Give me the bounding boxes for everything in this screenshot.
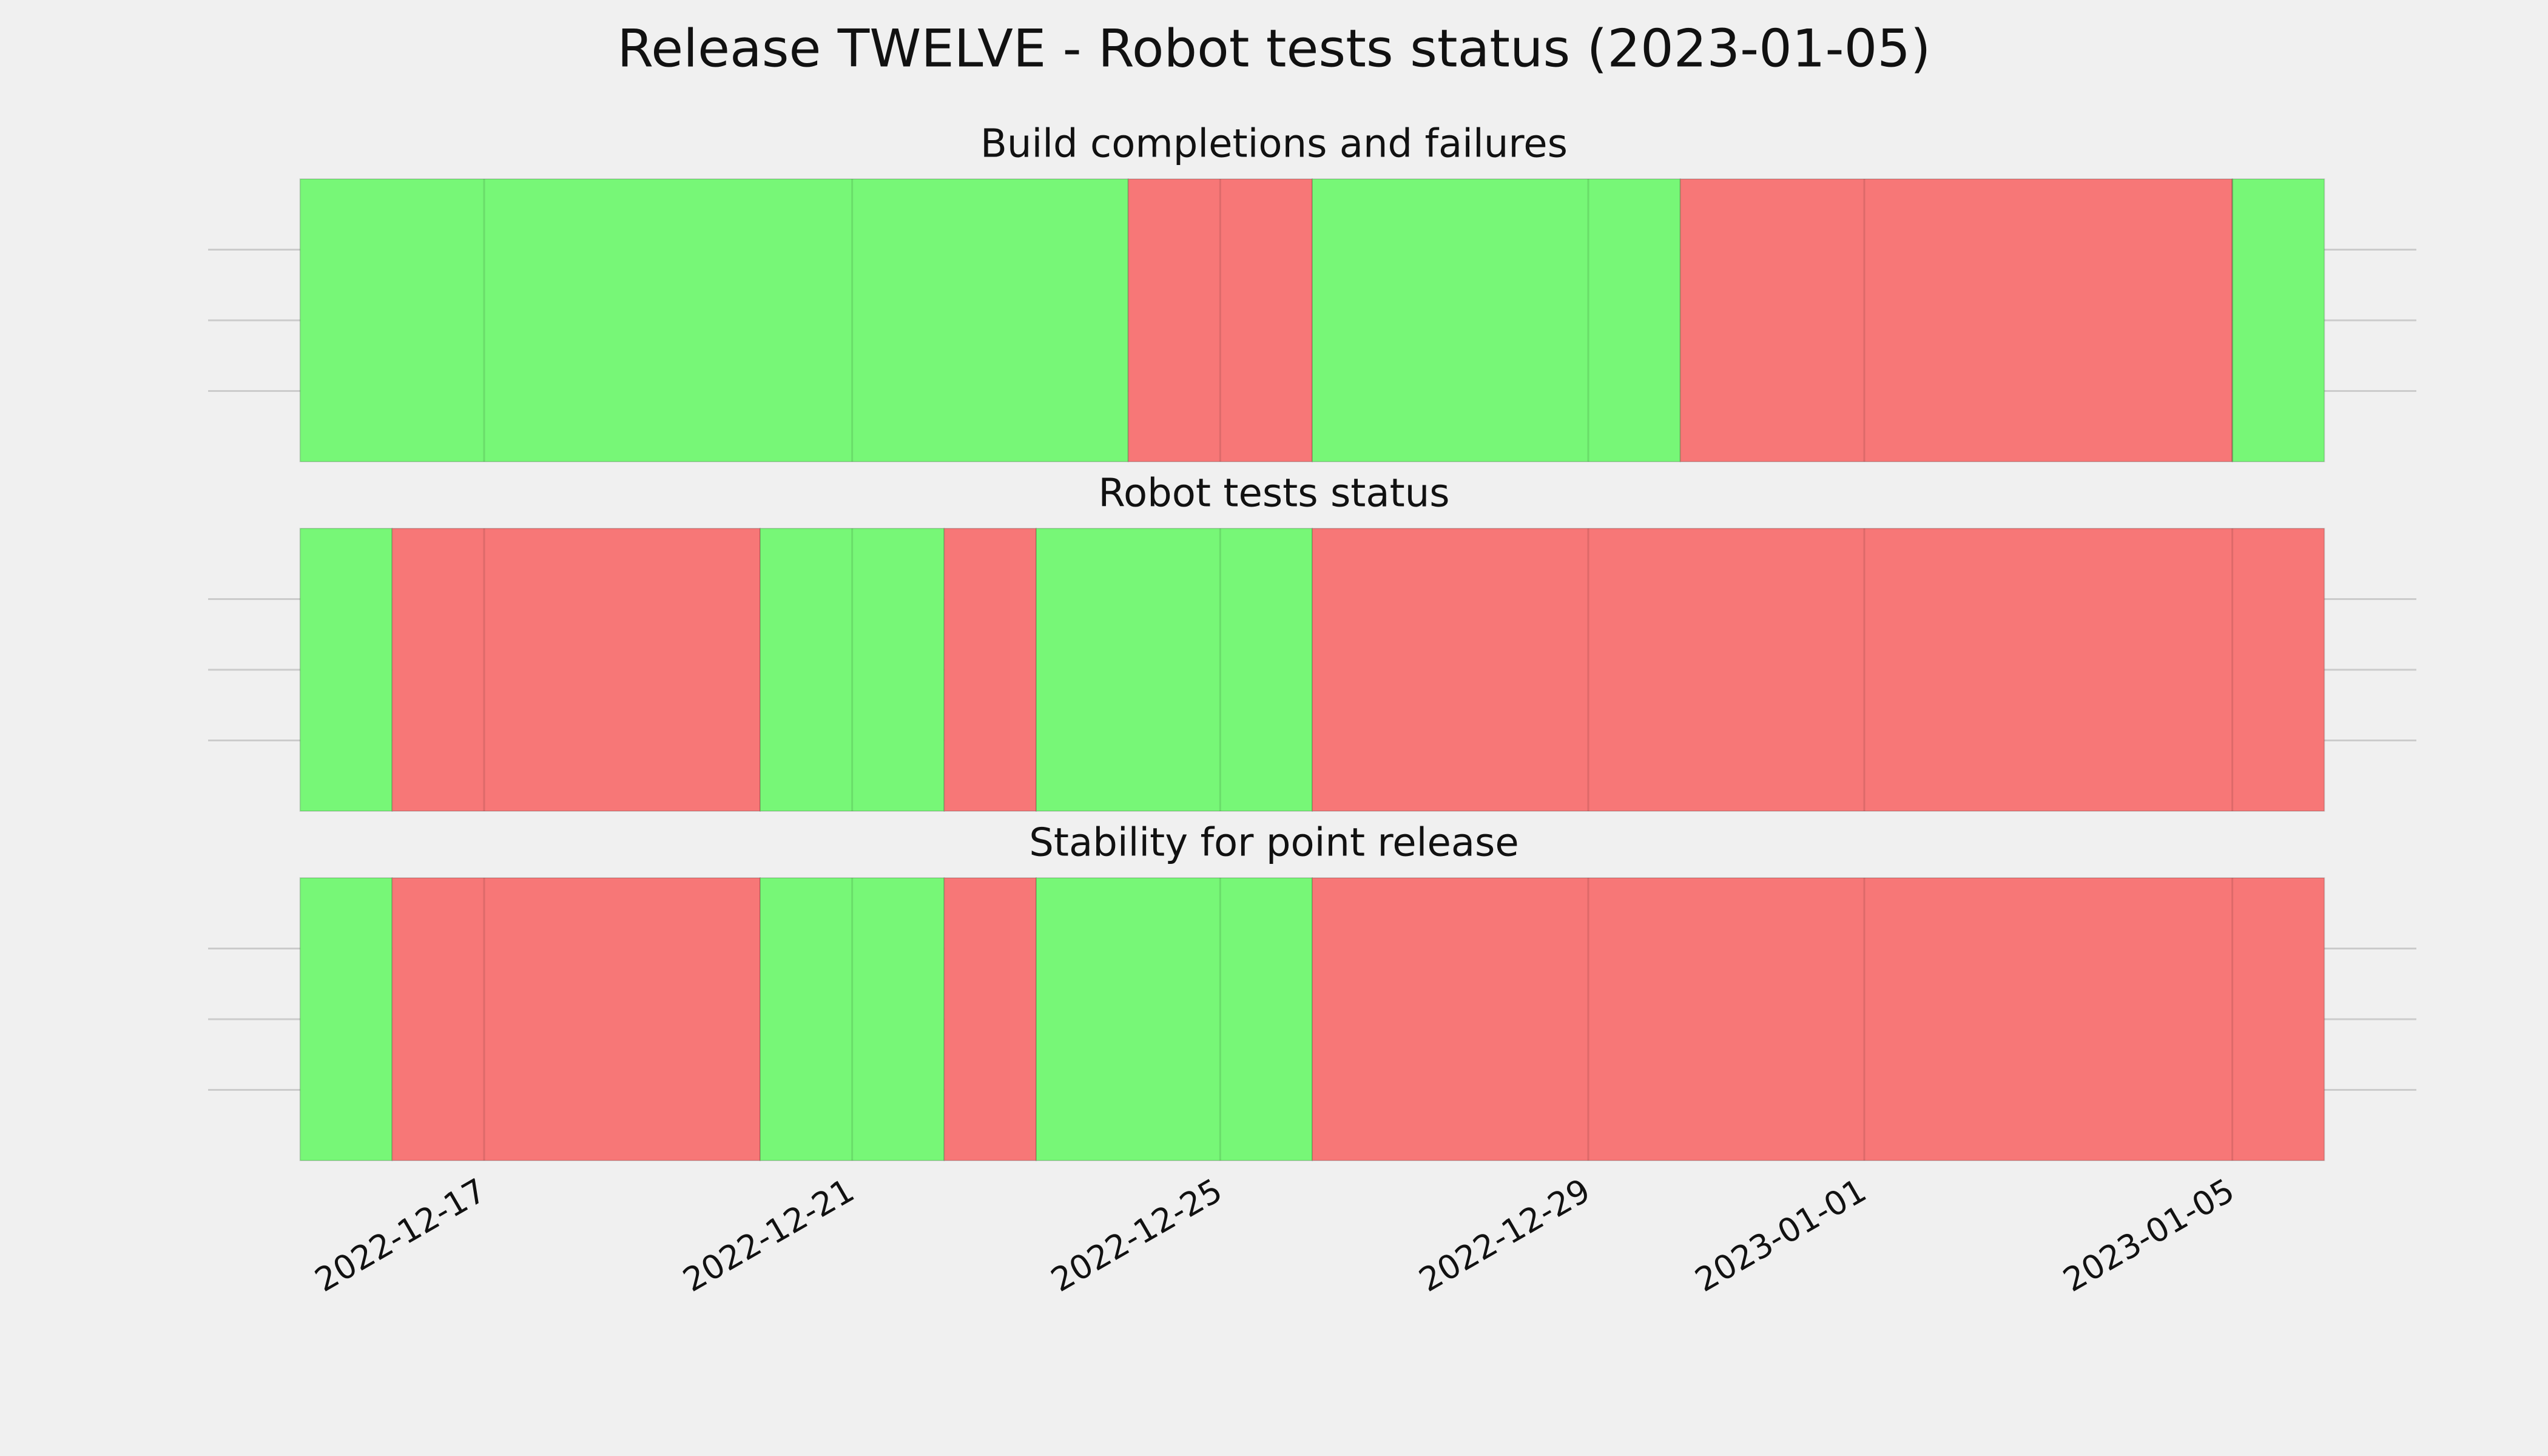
panel-title: Robot tests status <box>1098 471 1449 516</box>
panel-title: Stability for point release <box>1029 821 1519 866</box>
status-segment <box>1312 877 2325 1161</box>
status-segment <box>1036 528 1313 812</box>
panel-title: Build completions and failures <box>980 122 1568 167</box>
status-segment <box>1127 178 1313 462</box>
status-segment <box>391 528 761 812</box>
status-segment <box>391 877 761 1161</box>
status-segment <box>299 528 393 812</box>
status-segment <box>943 877 1037 1161</box>
status-segment <box>1036 877 1313 1161</box>
status-segment <box>1679 178 2233 462</box>
status-segment <box>1312 178 1681 462</box>
status-segment <box>943 528 1037 812</box>
status-segment <box>2231 178 2325 462</box>
status-segment <box>299 178 1129 462</box>
status-segment <box>299 877 393 1161</box>
figure-title: Release TWELVE - Robot tests status (202… <box>617 18 1930 79</box>
status-segment <box>760 877 945 1161</box>
status-segment <box>1312 528 2325 812</box>
